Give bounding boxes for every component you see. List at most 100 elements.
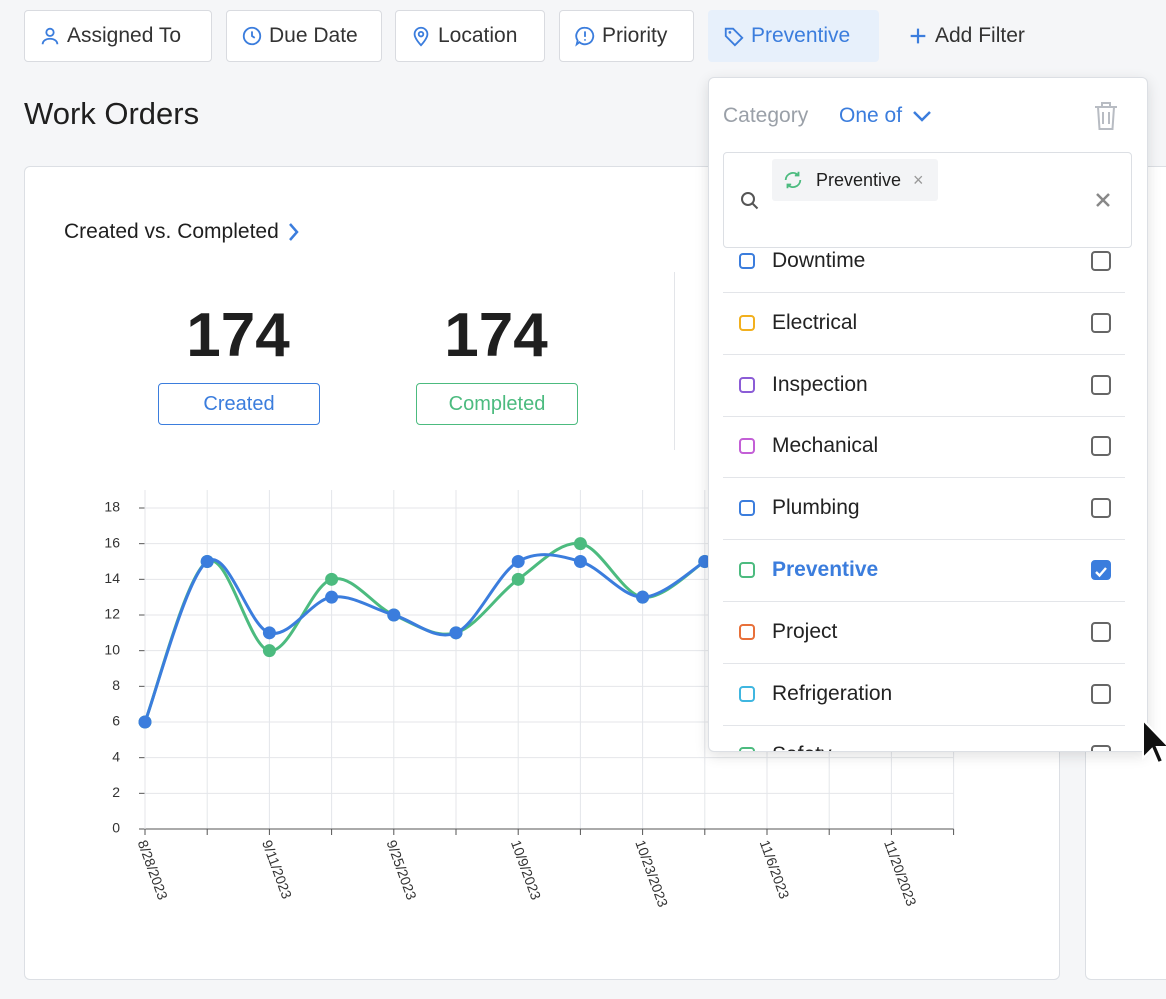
option-row[interactable]: Downtime — [723, 251, 1125, 293]
option-icon — [739, 685, 755, 702]
option-icon — [739, 314, 755, 331]
option-icon — [739, 376, 755, 393]
icon-user — [41, 27, 59, 45]
option-list: Downtime Electrical Inspection Mechanical Pl… — [723, 251, 1125, 751]
option-icon — [739, 253, 755, 269]
chip-remove[interactable]: × — [913, 169, 924, 190]
option-checkbox[interactable] — [1091, 745, 1111, 751]
data-point — [138, 715, 152, 729]
divider — [674, 272, 675, 450]
y-tick-label: 8 — [112, 677, 120, 693]
check-mark — [1095, 567, 1107, 578]
delete-filter[interactable] — [1091, 100, 1121, 132]
dropdown-field: Category — [723, 104, 809, 127]
filter-label: Add Filter — [935, 24, 1025, 47]
series-line — [143, 553, 706, 723]
data-point — [636, 590, 650, 604]
option-row[interactable]: Mechanical — [723, 415, 1125, 479]
option-row[interactable]: Safety — [723, 724, 1125, 751]
option-label: Mechanical — [772, 434, 879, 458]
option-checkbox[interactable] — [1091, 683, 1111, 704]
data-point — [262, 644, 276, 658]
data-point — [449, 626, 463, 640]
filter-label: Assigned To — [67, 24, 182, 47]
filter-assigned-to[interactable]: Assigned To — [24, 10, 212, 62]
y-tick-label: 6 — [112, 713, 120, 729]
option-checkbox[interactable] — [1091, 374, 1111, 395]
y-tick-label: 18 — [104, 499, 120, 515]
data-point — [511, 555, 525, 568]
filter-label: Priority — [602, 24, 668, 47]
card-title-link[interactable]: Created vs. Completed — [64, 220, 301, 244]
add-filter[interactable]: Add Filter — [892, 10, 1052, 62]
y-tick-label: 12 — [104, 606, 120, 622]
operator-select[interactable]: One of — [839, 104, 932, 128]
option-row[interactable]: Refrigeration — [723, 663, 1125, 726]
chevron-down — [913, 111, 931, 122]
data-point — [573, 555, 587, 568]
option-icon — [739, 747, 755, 751]
option-checkbox[interactable] — [1091, 498, 1111, 519]
chevron — [288, 223, 299, 241]
option-checkbox[interactable] — [1091, 436, 1111, 457]
stat-button-completed[interactable]: Completed — [416, 383, 578, 425]
data-point — [573, 537, 587, 551]
option-label: Downtime — [772, 251, 866, 272]
option-icon — [739, 562, 755, 578]
data-point — [511, 572, 525, 586]
x-tick-label: 11/6/2023 — [757, 838, 793, 901]
x-tick-label: 8/28/2023 — [135, 838, 171, 902]
filter-dropdown: Category One of Preventive × Downtime Ele… — [708, 77, 1148, 752]
y-tick-label: 16 — [104, 534, 120, 550]
filter-preventive[interactable]: Preventive — [708, 10, 879, 62]
search-box[interactable]: Preventive × — [723, 152, 1132, 248]
y-tick-label: 4 — [112, 748, 120, 764]
option-label: Preventive — [772, 558, 879, 581]
filter-label: Location — [438, 24, 518, 47]
series-line — [143, 542, 706, 723]
filter-location[interactable]: Location — [395, 10, 545, 62]
y-tick-label: 10 — [104, 641, 120, 657]
data-point — [200, 555, 214, 568]
y-tick-label: 2 — [112, 784, 120, 800]
data-point — [325, 572, 339, 586]
icon-plus — [910, 28, 926, 44]
option-checkbox[interactable] — [1091, 560, 1111, 580]
option-label: Inspection — [772, 372, 868, 396]
data-point — [325, 590, 339, 604]
option-checkbox[interactable] — [1091, 251, 1111, 271]
selected-chip: Preventive × — [772, 159, 938, 201]
data-point — [262, 626, 276, 640]
page-title: Work Orders — [24, 96, 200, 131]
data-point — [387, 608, 401, 622]
clear-search[interactable] — [1094, 191, 1112, 209]
option-row[interactable]: Electrical — [723, 292, 1125, 355]
mouse-cursor — [1142, 718, 1166, 765]
icon-clock — [242, 26, 262, 46]
option-label: Safety — [772, 743, 832, 751]
card-title: Created vs. Completed — [64, 220, 279, 243]
filter-priority[interactable]: Priority — [559, 10, 694, 62]
option-row[interactable]: Inspection — [723, 354, 1125, 417]
filter-due-date[interactable]: Due Date — [226, 10, 382, 62]
option-label: Electrical — [772, 310, 858, 334]
filter-label: Due Date — [269, 24, 358, 47]
chip-label: Preventive — [816, 169, 902, 190]
stat-button-created[interactable]: Created — [158, 383, 320, 425]
option-row[interactable]: Preventive — [723, 539, 1125, 602]
option-checkbox[interactable] — [1091, 621, 1111, 642]
x-tick-label: 10/23/2023 — [632, 838, 671, 910]
option-checkbox[interactable] — [1091, 312, 1111, 333]
icon-pin — [413, 26, 429, 47]
y-tick-label: 0 — [112, 820, 120, 836]
x-tick-label: 10/9/2023 — [508, 838, 544, 902]
option-label: Plumbing — [772, 496, 860, 520]
option-row[interactable]: Plumbing — [723, 477, 1125, 541]
y-tick-label: 14 — [104, 570, 120, 586]
option-icon — [739, 438, 755, 455]
chip-icon — [784, 171, 802, 189]
stat-value: 174 — [444, 301, 548, 370]
search-icon — [741, 192, 759, 210]
option-row[interactable]: Project — [723, 601, 1125, 664]
